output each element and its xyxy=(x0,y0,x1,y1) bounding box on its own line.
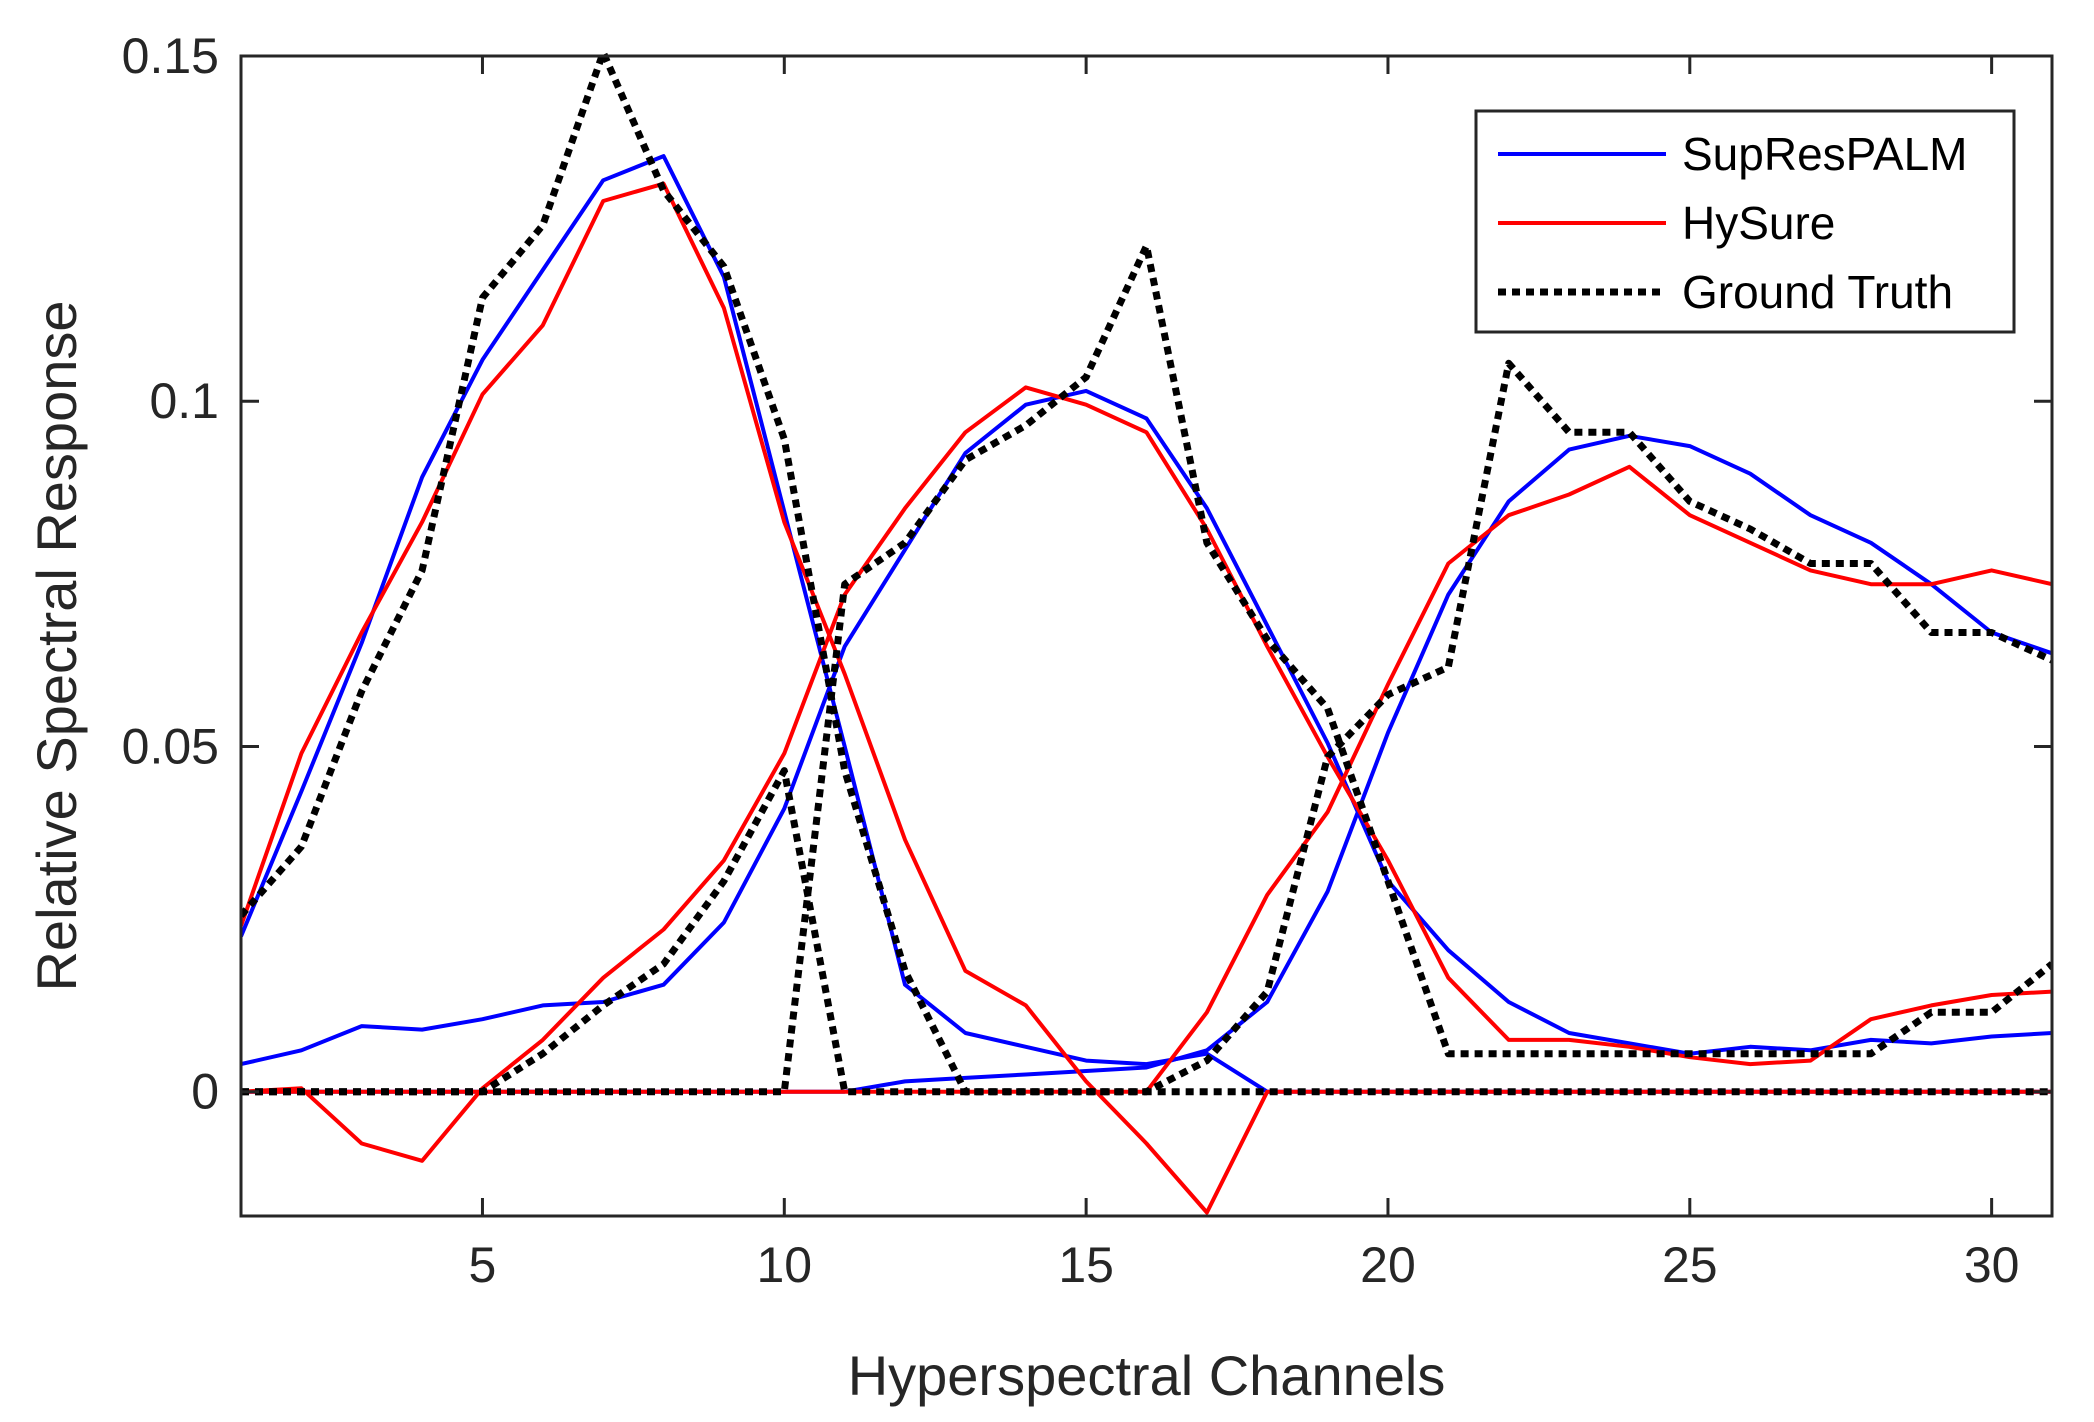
y-axis-title: Relative Spectral Response xyxy=(25,300,88,991)
x-axis-title: Hyperspectral Channels xyxy=(848,1344,1446,1407)
legend: SupResPALM HySure Ground Truth xyxy=(1474,109,2016,334)
y-tick-label: 0.05 xyxy=(122,718,219,774)
legend-label: Ground Truth xyxy=(1682,266,1953,318)
series-line-ground-truth-band-2 xyxy=(241,242,2052,1096)
y-tick-label: 0.15 xyxy=(122,28,219,84)
x-tick-label: 5 xyxy=(469,1237,497,1293)
axis-ticks: 5 10 15 20 25 30 0 0.05 0.1 0.15 xyxy=(122,28,2052,1293)
y-tick-label: 0 xyxy=(191,1064,219,1120)
x-tick-label: 10 xyxy=(756,1237,812,1293)
x-tick-label: 30 xyxy=(1964,1237,2020,1293)
y-tick-label: 0.1 xyxy=(149,373,219,429)
x-tick-label: 20 xyxy=(1360,1237,1416,1293)
x-tick-label: 25 xyxy=(1662,1237,1718,1293)
series-layer xyxy=(241,52,2052,1215)
series-line-suprespalm-band-3 xyxy=(241,388,2052,1067)
legend-label: HySure xyxy=(1682,197,1835,249)
series-line-ground-truth-band-3 xyxy=(241,359,2052,1096)
series-line-hysure-band-3 xyxy=(241,385,2052,1163)
plot-area-frame xyxy=(239,54,2054,1218)
legend-label: SupResPALM xyxy=(1682,128,1968,180)
x-tick-label: 15 xyxy=(1058,1237,1114,1293)
